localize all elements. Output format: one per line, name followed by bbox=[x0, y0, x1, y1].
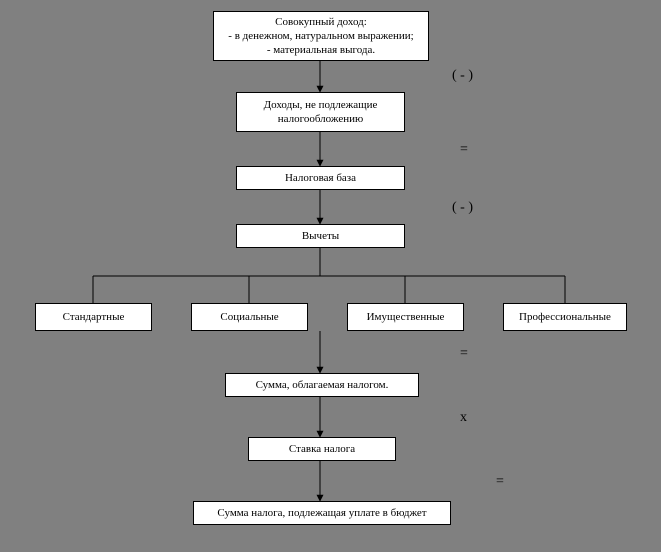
operator-equals-1: = bbox=[460, 142, 468, 158]
node-tax-due: Сумма налога, подлежащая уплате в бюджет bbox=[193, 501, 451, 525]
operator-multiply: x bbox=[460, 410, 467, 426]
node-label: Доходы, не подлежащие налогообложению bbox=[264, 98, 378, 127]
node-taxable-amount: Сумма, облагаемая налогом. bbox=[225, 373, 419, 397]
node-label: Вычеты bbox=[302, 229, 339, 243]
node-label: Стандартные bbox=[63, 310, 125, 324]
node-tax-rate: Ставка налога bbox=[248, 437, 396, 461]
node-label: Ставка налога bbox=[289, 442, 355, 456]
node-label: Сумма, облагаемая налогом. bbox=[256, 378, 389, 392]
operator-label: = bbox=[460, 142, 468, 157]
node-label: Сумма налога, подлежащая уплате в бюджет bbox=[217, 506, 426, 520]
operator-label: ( - ) bbox=[452, 200, 473, 215]
operator-equals-3: = bbox=[496, 474, 504, 490]
node-deductions: Вычеты bbox=[236, 224, 405, 248]
operator-label: = bbox=[496, 474, 504, 489]
operator-equals-2: = bbox=[460, 346, 468, 362]
node-label: Социальные bbox=[220, 310, 278, 324]
operator-label: ( - ) bbox=[452, 68, 473, 83]
node-label: Имущественные bbox=[367, 310, 445, 324]
node-nontaxable-income: Доходы, не подлежащие налогообложению bbox=[236, 92, 405, 132]
operator-minus-2: ( - ) bbox=[452, 200, 473, 216]
node-label: Налоговая база bbox=[285, 171, 356, 185]
node-label: Профессиональные bbox=[519, 310, 611, 324]
node-label: Совокупный доход: - в денежном, натураль… bbox=[228, 15, 413, 58]
node-standard-deduction: Стандартные bbox=[35, 303, 152, 331]
node-social-deduction: Социальные bbox=[191, 303, 308, 331]
edges-layer bbox=[0, 0, 661, 552]
operator-label: x bbox=[460, 410, 467, 425]
flowchart-canvas: Совокупный доход: - в денежном, натураль… bbox=[0, 0, 661, 552]
node-professional-deduction: Профессиональные bbox=[503, 303, 627, 331]
node-property-deduction: Имущественные bbox=[347, 303, 464, 331]
node-total-income: Совокупный доход: - в денежном, натураль… bbox=[213, 11, 429, 61]
operator-minus-1: ( - ) bbox=[452, 68, 473, 84]
node-tax-base: Налоговая база bbox=[236, 166, 405, 190]
operator-label: = bbox=[460, 346, 468, 361]
